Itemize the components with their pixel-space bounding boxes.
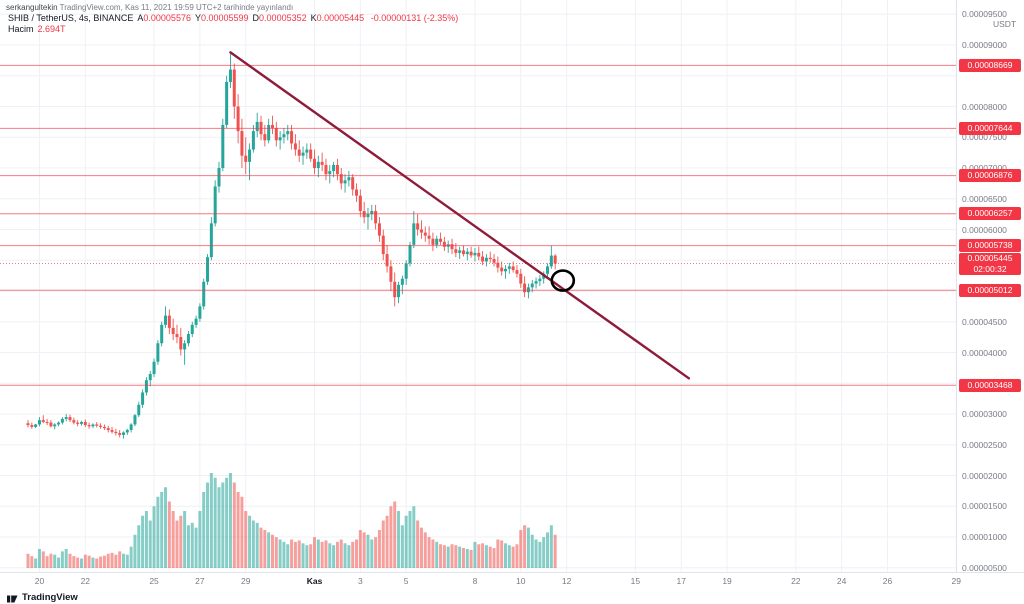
price-axis[interactable]: USDT 0.00005445 02:00:32 0.00009500 0.000… <box>956 0 1024 573</box>
price-axis-label: 0.00004000 <box>962 347 1007 358</box>
price-axis-label: 0.00009000 <box>962 40 1007 50</box>
time-axis-label: 20 <box>34 576 45 586</box>
ohlc-value-close: 0.00005445 <box>316 13 365 23</box>
time-axis-label: 26 <box>882 576 893 586</box>
ohlc-values: A0.00005576 Y0.00005599 D0.00005352 K0.0000… <box>133 13 364 23</box>
time-axis-label: 29 <box>241 576 251 586</box>
ohlc-letter-high: Y <box>194 13 201 23</box>
price-axis-label: 0.00000500 <box>962 562 1007 573</box>
level-price-label[interactable]: 0.00006257 <box>959 207 1021 221</box>
level-price-label[interactable]: 0.00008669 <box>959 58 1021 72</box>
ohlc-letter-open: A <box>137 13 144 23</box>
grid <box>0 0 957 572</box>
ohlc-value-open: 0.00005576 <box>143 13 191 23</box>
price-axis-label: 0.00009500 <box>962 9 1007 20</box>
price-axis-label: 0.00002500 <box>962 439 1007 450</box>
price-axis-label: 0.00001000 <box>962 532 1007 542</box>
price-change: -0.00000131 (-2.35%) <box>370 13 459 23</box>
time-axis-label: Kas <box>306 576 323 586</box>
time-axis-label: 29 <box>951 576 961 586</box>
time-axis-label: 17 <box>676 576 686 586</box>
author-name: serkangultekin <box>6 3 58 12</box>
level-price-label[interactable]: 0.00005738 <box>959 239 1021 253</box>
time-axis-label: 22 <box>80 576 91 586</box>
level-price-label[interactable]: 0.00006876 <box>959 169 1021 183</box>
volume-value: 2.694T <box>37 24 66 34</box>
time-axis-label: 27 <box>195 576 205 586</box>
bar-countdown: 02:00:32 <box>973 263 1007 274</box>
price-axis-label: 0.00006000 <box>962 224 1007 235</box>
symbol-legend[interactable]: SHIB / TetherUS, 4s, BINANCE A0.00005576 Y… <box>8 13 458 23</box>
price-axis-label: 0.00007000 <box>962 163 1007 173</box>
footer-bar: TradingView <box>0 590 1024 604</box>
descending-trendline[interactable] <box>229 51 691 380</box>
price-axis-label: 0.00001500 <box>962 501 1007 512</box>
time-axis-label: 10 <box>516 576 526 586</box>
price-axis-label: 0.00008000 <box>962 101 1007 112</box>
publish-caption: serkangultekin TradingView.com, Kas 11, … <box>6 3 293 12</box>
price-axis-label: 0.00004500 <box>962 316 1007 327</box>
time-axis-label: 19 <box>722 576 732 586</box>
horizontal-level-lines[interactable] <box>0 64 956 386</box>
time-axis-label: 5 <box>403 576 409 586</box>
last-price-value: 0.00005445 <box>967 252 1013 263</box>
time-axis-label: 24 <box>836 576 847 586</box>
time-axis-label: 8 <box>472 576 478 586</box>
price-axis-label: 0.00003000 <box>962 409 1007 419</box>
price-axis-label: 0.00007500 <box>962 132 1007 143</box>
price-unit-label: USDT <box>993 19 1017 29</box>
level-price-label[interactable]: 0.00003468 <box>959 378 1021 392</box>
time-axis-label: 3 <box>357 576 363 586</box>
breakout-circle-annotation[interactable] <box>550 269 576 292</box>
time-axis-label: 12 <box>561 576 572 586</box>
volume-label: Hacim <box>8 24 34 34</box>
tradingview-brand[interactable]: TradingView <box>22 591 78 603</box>
level-price-label[interactable]: 0.00005012 <box>959 283 1021 297</box>
time-axis[interactable]: 20 22 25 27 29 Kas 3 5 8 10 12 15 17 19 22 24 26 29 <box>0 572 1024 590</box>
level-price-label[interactable]: 0.00007644 <box>959 121 1021 135</box>
time-axis-label: 22 <box>791 576 801 586</box>
time-axis-label: 15 <box>630 576 641 586</box>
price-axis-label: 0.00006500 <box>962 193 1007 204</box>
last-price-label[interactable]: 0.00005445 02:00:32 <box>959 252 1021 275</box>
ohlc-value-low: 0.00005352 <box>259 13 307 23</box>
ohlc-letter-low: D <box>252 13 260 23</box>
price-axis-label: 0.00002000 <box>962 470 1007 481</box>
ohlc-value-high: 0.00005599 <box>200 13 249 23</box>
tradingview-logo-icon[interactable] <box>7 592 18 603</box>
publish-caption-text: TradingView.com, Kas 11, 2021 19:59 UTC+… <box>57 3 294 12</box>
time-axis-label: 25 <box>149 576 159 586</box>
symbol-title: SHIB / TetherUS, 4s, BINANCE <box>8 13 134 23</box>
ohlc-letter-close: K <box>310 13 317 23</box>
volume-legend[interactable]: Hacim 2.694T <box>8 24 66 34</box>
volume-bars <box>26 473 557 568</box>
